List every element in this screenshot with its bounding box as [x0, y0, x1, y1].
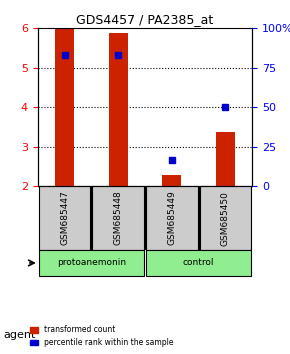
Text: GSM685448: GSM685448: [114, 191, 123, 246]
Bar: [162, 176, 181, 187]
FancyBboxPatch shape: [200, 187, 251, 250]
FancyBboxPatch shape: [39, 187, 90, 250]
Title: GDS4457 / PA2385_at: GDS4457 / PA2385_at: [76, 13, 214, 26]
FancyBboxPatch shape: [146, 187, 197, 250]
Bar: [55, 29, 74, 187]
Legend: transformed count, percentile rank within the sample: transformed count, percentile rank withi…: [27, 322, 176, 350]
Text: GSM685447: GSM685447: [60, 191, 69, 246]
Bar: [109, 33, 128, 187]
Text: agent: agent: [3, 330, 35, 339]
Text: control: control: [183, 258, 214, 267]
Text: GSM685449: GSM685449: [167, 191, 176, 246]
Text: protoanemonin: protoanemonin: [57, 258, 126, 267]
Bar: [216, 132, 235, 187]
FancyBboxPatch shape: [146, 250, 251, 276]
FancyBboxPatch shape: [39, 250, 144, 276]
Text: GSM685450: GSM685450: [221, 191, 230, 246]
FancyBboxPatch shape: [93, 187, 144, 250]
